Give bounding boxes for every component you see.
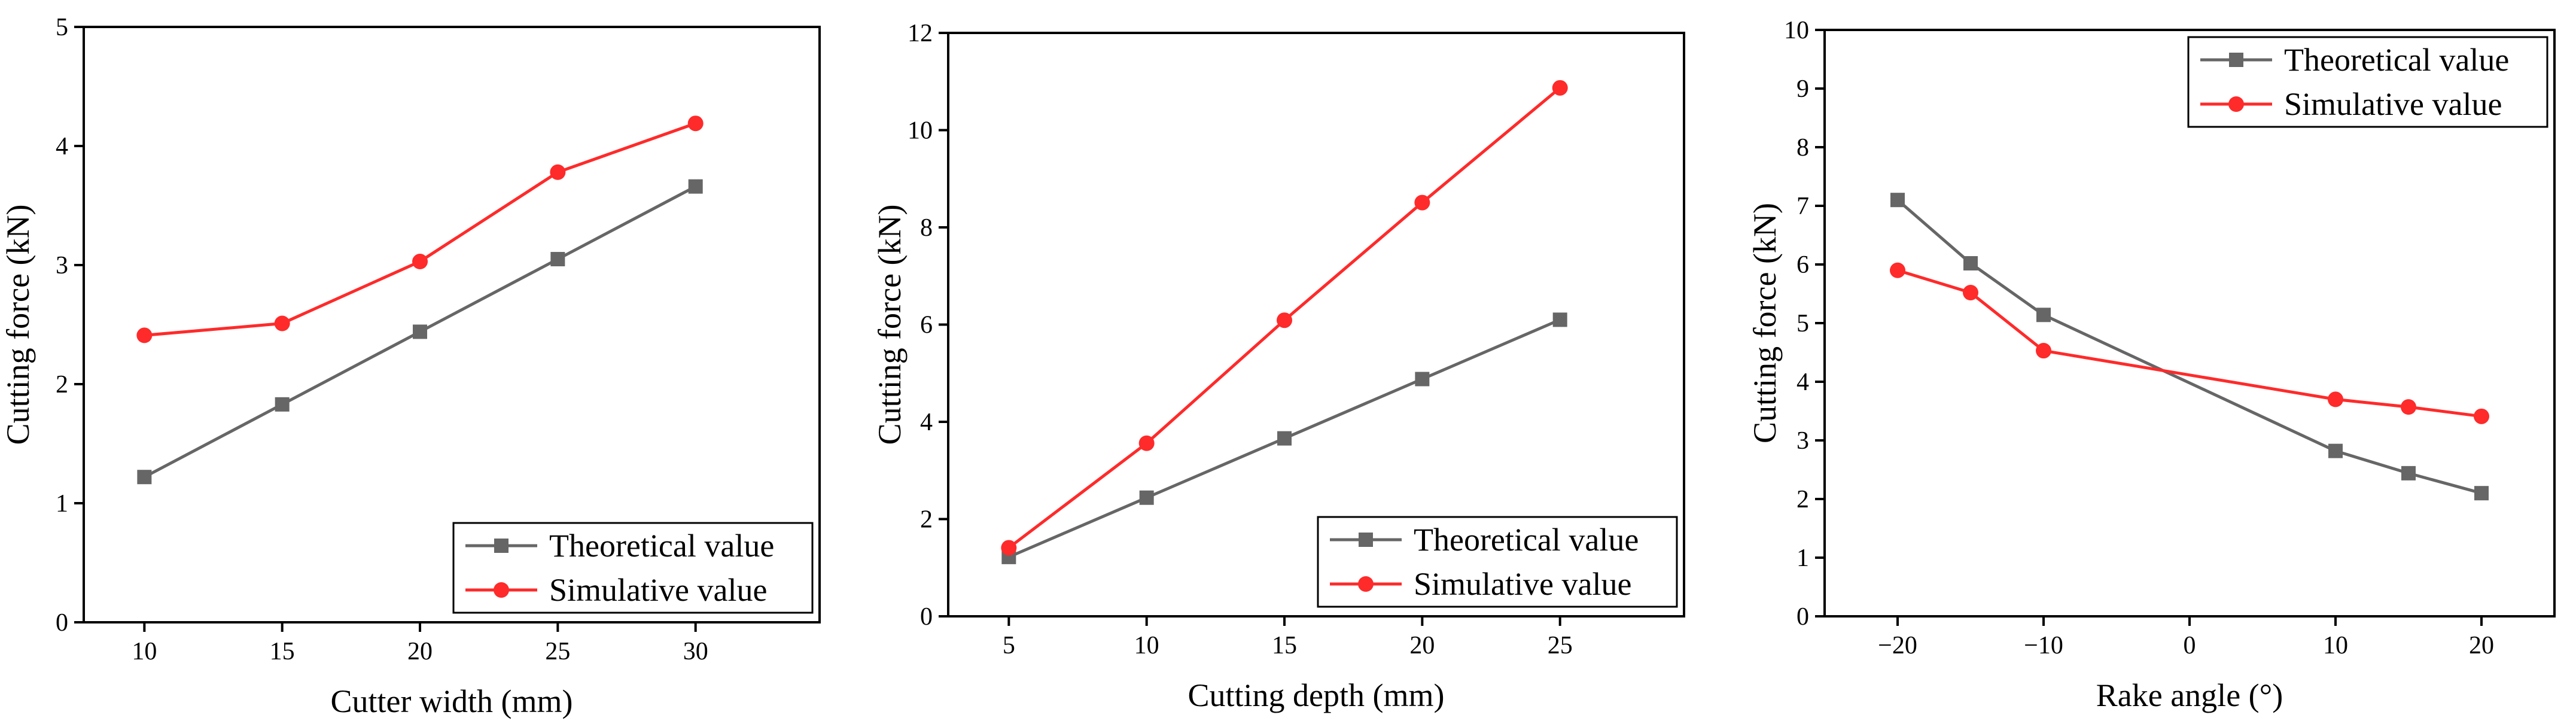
- simulative-legend-label: Simulative value: [2284, 86, 2502, 122]
- simulative-legend-label: Simulative value: [549, 572, 767, 608]
- simulative-point: [2328, 391, 2343, 407]
- chart-cutter-width: 0 1 2 3 4 5 10 15 20 25 30 Cutter width (mm) Cutting…: [0, 14, 821, 719]
- y-tick-label: 4: [56, 133, 68, 160]
- y-tick-label: 9: [1796, 75, 1809, 103]
- y-tick-label: 8: [1796, 134, 1809, 162]
- theoretical-point: [1963, 256, 1978, 271]
- y-tick-label: 6: [920, 312, 933, 339]
- simulative-series-line: [1897, 269, 2482, 418]
- theoretical-legend-marker: [494, 539, 508, 553]
- x-tick-label: 0: [2184, 632, 2196, 659]
- x-tick-label: 10: [2323, 632, 2348, 659]
- theoretical-point: [137, 470, 152, 485]
- theoretical-point: [688, 179, 703, 194]
- theoretical-point: [1139, 490, 1154, 505]
- y-tick-label: 1: [1796, 545, 1809, 572]
- y-tick-label: 2: [56, 371, 68, 399]
- y-tick-label: 8: [920, 214, 933, 242]
- x-tick-label: 25: [1548, 632, 1573, 659]
- simulative-point: [1277, 312, 1293, 328]
- y-tick-label: 4: [1796, 369, 1809, 396]
- y-tick-label: 5: [56, 14, 68, 41]
- legend-box: [452, 522, 814, 614]
- theoretical-point: [1415, 372, 1430, 387]
- x-tick-label: 30: [683, 638, 708, 665]
- y-tick-label: 0: [920, 603, 933, 631]
- x-tick-label: 15: [1272, 632, 1297, 659]
- theoretical-legend-label: Theoretical value: [1414, 522, 1639, 558]
- x-tick-label: 20: [407, 638, 433, 665]
- y-tick-label: 6: [1796, 251, 1809, 279]
- theoretical-legend-marker: [2229, 53, 2243, 67]
- theoretical-point: [1552, 312, 1567, 327]
- simulative-legend-marker: [2228, 96, 2244, 112]
- chart-rake-angle: 0 1 2 3 4 5 6 7 8 9 10 −20 −10 0 10 20 Rake angle (°) Cut…: [1747, 17, 2556, 713]
- simulative-point: [687, 115, 704, 132]
- plot-frame: [83, 26, 821, 623]
- y-tick-label: 3: [56, 252, 68, 279]
- legend-box: [1317, 516, 1678, 608]
- y-tick-label: 3: [1796, 427, 1809, 455]
- x-axis-title: Cutter width (mm): [331, 683, 573, 719]
- simulative-point: [274, 315, 290, 331]
- x-axis-title: Rake angle (°): [2096, 677, 2283, 713]
- y-tick-label: 0: [1796, 603, 1809, 631]
- simulative-point: [1890, 262, 1905, 278]
- theoretical-series-line: [1896, 199, 2482, 495]
- theoretical-legend-label: Theoretical value: [2284, 42, 2509, 78]
- x-tick-label: 10: [132, 638, 157, 665]
- y-tick-label: 12: [908, 20, 933, 47]
- x-tick-label: 10: [1134, 632, 1159, 659]
- y-axis-title: Cutting force (kN): [1747, 203, 1783, 443]
- theoretical-legend-label: Theoretical value: [549, 528, 774, 564]
- simulative-point: [1963, 285, 1978, 301]
- y-tick-label: 10: [1784, 17, 1809, 44]
- chart-cutting-depth: 0 2 4 6 8 10 12 5 10 15 20 25 Cutting depth (mm) Cutt…: [872, 20, 1685, 713]
- x-tick-label: 25: [545, 638, 570, 665]
- theoretical-point: [2036, 308, 2051, 323]
- simulative-point: [2036, 343, 2051, 359]
- x-tick-label: 20: [2469, 632, 2494, 659]
- x-tick-label: 15: [270, 638, 295, 665]
- simulative-point: [2401, 399, 2416, 415]
- theoretical-point: [2401, 466, 2416, 480]
- theoretical-point: [550, 252, 565, 267]
- x-axis-title: Cutting depth (mm): [1188, 677, 1445, 713]
- y-tick-label: 7: [1796, 193, 1809, 220]
- simulative-point: [136, 327, 153, 343]
- y-tick-label: 4: [920, 409, 933, 436]
- y-tick-label: 5: [1796, 310, 1809, 337]
- simulative-legend-marker: [494, 582, 509, 598]
- theoretical-point: [1890, 193, 1905, 208]
- theoretical-legend-marker: [1359, 533, 1373, 547]
- y-axis-title: Cutting force (kN): [0, 205, 36, 445]
- simulative-point: [2474, 408, 2489, 424]
- theoretical-point: [2474, 486, 2489, 501]
- theoretical-point: [1277, 431, 1292, 446]
- x-tick-label: 5: [1003, 632, 1015, 659]
- theoretical-point: [275, 397, 290, 412]
- y-tick-label: 0: [56, 609, 68, 637]
- simulative-point: [550, 164, 566, 180]
- x-tick-label: −10: [2024, 632, 2063, 659]
- legend-box: [2187, 36, 2548, 128]
- y-tick-label: 1: [56, 490, 68, 518]
- simulative-point: [1552, 80, 1568, 96]
- y-tick-label: 2: [920, 506, 933, 534]
- simulative-legend-label: Simulative value: [1414, 566, 1631, 602]
- y-tick-label: 2: [1796, 486, 1809, 513]
- simulative-legend-marker: [1358, 576, 1374, 592]
- x-tick-label: 20: [1409, 632, 1435, 659]
- theoretical-point: [413, 324, 428, 339]
- y-tick-label: 10: [908, 117, 933, 145]
- simulative-point: [1138, 435, 1155, 451]
- simulative-point: [1414, 194, 1430, 211]
- simulative-point: [1001, 540, 1017, 556]
- y-axis-title: Cutting force (kN): [872, 205, 908, 445]
- theoretical-point: [2328, 443, 2343, 458]
- x-tick-label: −20: [1878, 632, 1917, 659]
- simulative-point: [412, 254, 428, 270]
